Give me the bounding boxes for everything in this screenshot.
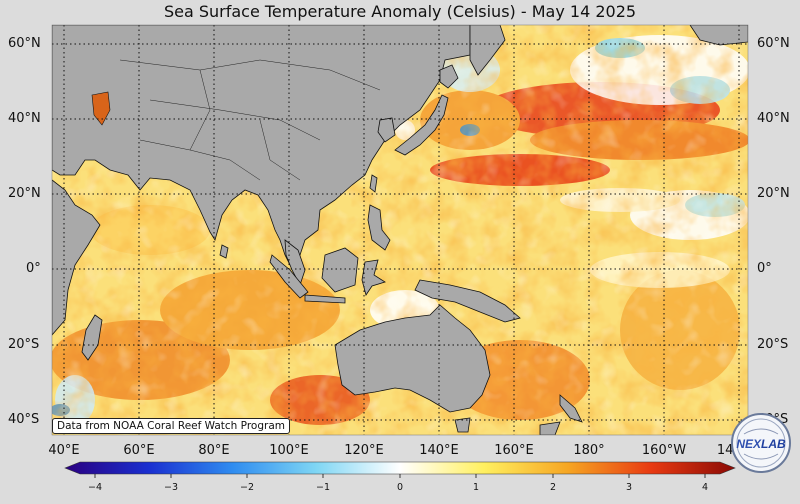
borneo: [321, 247, 359, 293]
colorbar-tick-marks: [94, 474, 706, 478]
lat-label-left-0: 0°: [26, 261, 41, 276]
colorbar: [64, 461, 736, 478]
graticule: [52, 25, 748, 435]
tasmania: [454, 417, 471, 433]
lat-label-right-60n: 60°N: [757, 36, 790, 51]
lat-label-right-20n: 20°N: [757, 186, 790, 201]
caspian-sea: [91, 91, 111, 126]
colorbar-gradient: [64, 461, 736, 475]
colorbar-tick-label: −1: [315, 482, 331, 493]
new-zealand-north: [559, 394, 583, 423]
lon-label-160e: 160°E: [494, 443, 534, 458]
data-credit-box: Data from NOAA Coral Reef Watch Program: [52, 418, 290, 434]
new-zealand-south: [539, 421, 561, 435]
japan: [394, 94, 449, 156]
lat-label-left-40s: 40°S: [8, 412, 40, 427]
lon-label-180: 180°: [573, 443, 605, 458]
lat-label-left-60n: 60°N: [8, 36, 41, 51]
colorbar-tick-label: 3: [625, 482, 633, 493]
lon-label-80e: 80°E: [198, 443, 230, 458]
sri-lanka: [219, 244, 229, 259]
map-area: [52, 25, 748, 435]
asia-landmass: [52, 25, 471, 266]
colorbar-tick-label: 2: [549, 482, 557, 493]
borders: [119, 59, 381, 181]
colorbar-tick-label: −4: [87, 482, 103, 493]
map-title: Sea Surface Temperature Anomaly (Celsius…: [163, 2, 637, 21]
colorbar-tick-label: −3: [163, 482, 179, 493]
nexlab-logo: NEXLAB: [731, 413, 791, 473]
sumatra: [269, 254, 309, 299]
lat-label-left-20n: 20°N: [8, 186, 41, 201]
land: [52, 25, 748, 435]
taiwan: [369, 174, 378, 193]
lon-label-60e: 60°E: [123, 443, 155, 458]
korea: [377, 117, 396, 143]
lon-label-120e: 120°E: [344, 443, 384, 458]
map-frame: [51, 24, 749, 436]
colorbar-tick-label: 0: [396, 482, 404, 493]
java: [304, 294, 346, 304]
hokkaido: [439, 64, 459, 89]
australia: [334, 304, 491, 413]
madagascar: [81, 314, 103, 361]
philippines: [367, 204, 391, 251]
lat-label-left-40n: 40°N: [8, 111, 41, 126]
lon-label-100e: 100°E: [269, 443, 309, 458]
kamchatka: [469, 25, 506, 76]
new-guinea: [414, 279, 521, 323]
lon-label-140e: 140°E: [419, 443, 459, 458]
colorbar-tick-label: 1: [472, 482, 480, 493]
lon-label-160w: 160°W: [641, 443, 687, 458]
svg-text:NEXLAB: NEXLAB: [736, 437, 786, 451]
lat-label-right-40n: 40°N: [757, 111, 790, 126]
colorbar-tick-label: −2: [239, 482, 255, 493]
lon-label-40e: 40°E: [48, 443, 80, 458]
alaska: [689, 25, 748, 46]
lat-label-right-0: 0°: [757, 261, 772, 276]
lat-label-right-20s: 20°S: [757, 337, 789, 352]
colorbar-tick-label: 4: [701, 482, 709, 493]
lat-label-left-20s: 20°S: [8, 337, 40, 352]
